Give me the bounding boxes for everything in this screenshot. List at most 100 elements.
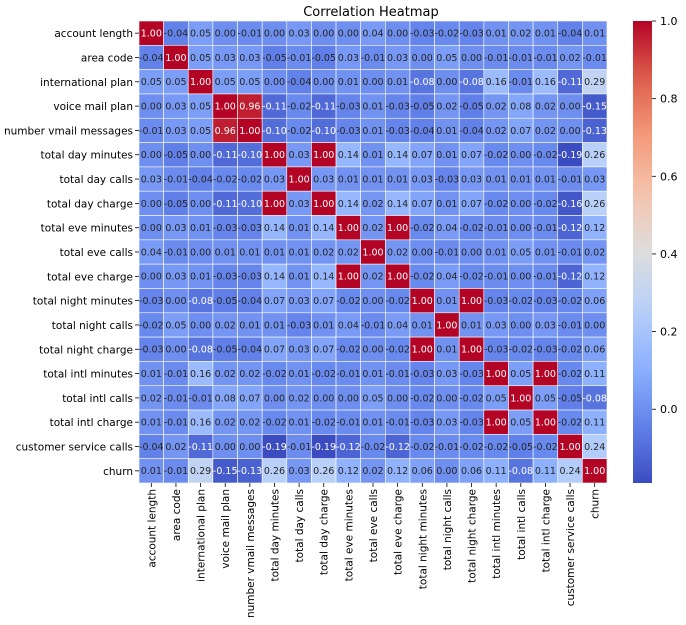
heatmap-cell-value: -0.01 xyxy=(582,53,607,64)
heatmap-cell xyxy=(212,312,238,338)
heatmap-cell-value: -0.01 xyxy=(188,393,213,404)
heatmap-cell-value: -0.01 xyxy=(558,320,583,331)
heatmap-cell-value: 0.11 xyxy=(486,466,507,477)
heatmap-cell-value: 0.02 xyxy=(387,247,408,258)
colorbar-tick-label: 0.2 xyxy=(660,326,678,339)
heatmap-cell-value: -0.02 xyxy=(410,272,435,283)
heatmap-cell-value: 0.06 xyxy=(412,466,433,477)
heatmap-cell xyxy=(212,142,238,168)
heatmap-cell-value: 0.02 xyxy=(559,53,580,64)
heatmap-cell-value: 0.02 xyxy=(215,320,236,331)
heatmap-cell-value: 0.03 xyxy=(486,320,507,331)
heatmap-cell-value: -0.02 xyxy=(508,296,533,307)
heatmap-cell xyxy=(582,166,608,192)
heatmap-cell xyxy=(557,190,583,216)
heatmap-cell-value: -0.02 xyxy=(533,150,558,161)
heatmap-cell xyxy=(409,93,435,119)
heatmap-cell-value: 0.02 xyxy=(486,126,507,137)
heatmap-cell xyxy=(237,142,263,168)
heatmap-cell xyxy=(409,336,435,362)
heatmap-cell-value: -0.02 xyxy=(533,199,558,210)
heatmap-cell-value: 0.00 xyxy=(190,247,211,258)
heatmap-cell xyxy=(335,458,361,484)
heatmap-cell xyxy=(409,142,435,168)
heatmap-cell-value: 1.00 xyxy=(338,272,359,283)
heatmap-cell-value: -0.01 xyxy=(164,393,189,404)
heatmap-cell-value: 0.00 xyxy=(141,102,162,113)
heatmap-cell xyxy=(385,93,411,119)
heatmap-cell-value: 0.26 xyxy=(584,199,605,210)
heatmap-cell-value: 0.01 xyxy=(362,150,383,161)
heatmap-cell-value: 0.07 xyxy=(264,296,285,307)
heatmap-cell-value: 0.01 xyxy=(141,369,162,380)
heatmap-cell xyxy=(458,336,485,362)
heatmap-cell-value: 0.07 xyxy=(412,199,433,210)
heatmap-cell xyxy=(532,336,559,362)
heatmap-cell-value: -0.04 xyxy=(139,442,164,453)
heatmap-cell-value: 0.12 xyxy=(584,272,605,283)
colorbar-tick-label: 0.6 xyxy=(660,170,678,183)
heatmap-cell-value: 0.00 xyxy=(362,345,383,356)
y-axis-tick-label: total intl minutes xyxy=(43,369,133,381)
y-axis-tick-labels: account length area code international pla… xyxy=(4,28,139,478)
heatmap-cell-value: 0.00 xyxy=(510,223,531,234)
heatmap-cell-value: -0.03 xyxy=(459,369,484,380)
heatmap-cell-value: 0.05 xyxy=(239,77,260,88)
heatmap-cell xyxy=(483,166,509,192)
heatmap-cell-value: 0.01 xyxy=(387,174,408,185)
heatmap-cell xyxy=(582,142,608,168)
heatmap-cell xyxy=(335,93,361,119)
heatmap-cell xyxy=(261,409,288,435)
heatmap-cell-value: -0.01 xyxy=(533,272,558,283)
x-axis-tick-label: total night minutes xyxy=(417,489,429,589)
heatmap-cell-value: 0.03 xyxy=(436,418,457,429)
heatmap-cell-value: 1.00 xyxy=(510,393,531,404)
heatmap-cell-value: -0.02 xyxy=(385,345,410,356)
heatmap-cell xyxy=(557,434,583,459)
heatmap-cell-value: 1.00 xyxy=(338,223,359,234)
colorbar-ticks: 0.0 0.2 0.4 0.6 0.8 1.0 xyxy=(652,15,678,416)
heatmap-cell xyxy=(237,190,263,216)
heatmap-cell-value: -0.04 xyxy=(164,29,189,40)
heatmap-cell-value: -0.01 xyxy=(287,442,312,453)
heatmap-cell xyxy=(187,458,214,484)
y-axis-tick-label: account length xyxy=(54,28,133,40)
heatmap-cell-value: 0.02 xyxy=(535,126,556,137)
heatmap-cell-value: -0.03 xyxy=(484,296,509,307)
x-axis-tick-label: total intl calls xyxy=(516,489,528,560)
heatmap-cell-value: 0.06 xyxy=(461,466,482,477)
heatmap-cell-value: 0.01 xyxy=(362,102,383,113)
heatmap-cell xyxy=(409,69,435,95)
heatmap-cell-value: 0.14 xyxy=(338,150,359,161)
heatmap-cell-value: 0.00 xyxy=(436,77,457,88)
heatmap-cell xyxy=(458,458,485,484)
heatmap-cell-value: 0.03 xyxy=(461,174,482,185)
heatmap-cell xyxy=(360,69,386,95)
heatmap-cell-value: -0.02 xyxy=(558,345,583,356)
heatmap-cell-value: 0.03 xyxy=(165,223,186,234)
heatmap-cell xyxy=(582,288,608,314)
heatmap-cell-value: -0.01 xyxy=(484,272,509,283)
heatmap-cell xyxy=(508,288,534,314)
heatmap-cell-value: -0.04 xyxy=(558,29,583,40)
heatmap-cell-value: -0.01 xyxy=(533,53,558,64)
heatmap-cell-value: 0.05 xyxy=(190,102,211,113)
heatmap-cell-value: -0.01 xyxy=(558,247,583,258)
heatmap-cell-value: 0.02 xyxy=(239,369,260,380)
heatmap-cell-value: 0.01 xyxy=(289,223,310,234)
heatmap-cell-value: 0.96 xyxy=(239,102,260,113)
heatmap-cell-value: -0.03 xyxy=(238,223,263,234)
heatmap-cell xyxy=(360,458,386,484)
heatmap-cell-value: -0.13 xyxy=(582,126,607,137)
heatmap-cell-value: 0.14 xyxy=(313,272,334,283)
heatmap-cell xyxy=(311,20,337,46)
heatmap-cell-value: 0.05 xyxy=(190,53,211,64)
heatmap-cell xyxy=(458,20,485,46)
heatmap-cell-value: 0.02 xyxy=(362,272,383,283)
heatmap-cell-value: 0.26 xyxy=(264,466,285,477)
heatmap-cell-value: -0.03 xyxy=(213,272,238,283)
heatmap-cell-value: -0.02 xyxy=(410,223,435,234)
heatmap-cell xyxy=(582,215,608,241)
heatmap-cell xyxy=(311,142,337,168)
y-axis-tick-label: number vmail messages xyxy=(4,125,133,137)
